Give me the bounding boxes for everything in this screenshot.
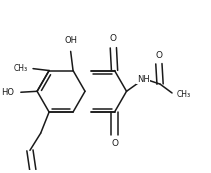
Text: CH₃: CH₃ <box>177 90 191 99</box>
Text: HO: HO <box>1 88 14 97</box>
Text: O: O <box>111 139 118 148</box>
Text: O: O <box>110 34 117 43</box>
Text: NH: NH <box>137 75 150 84</box>
Text: O: O <box>155 51 162 60</box>
Text: OH: OH <box>64 36 77 45</box>
Text: CH₃: CH₃ <box>14 64 27 73</box>
